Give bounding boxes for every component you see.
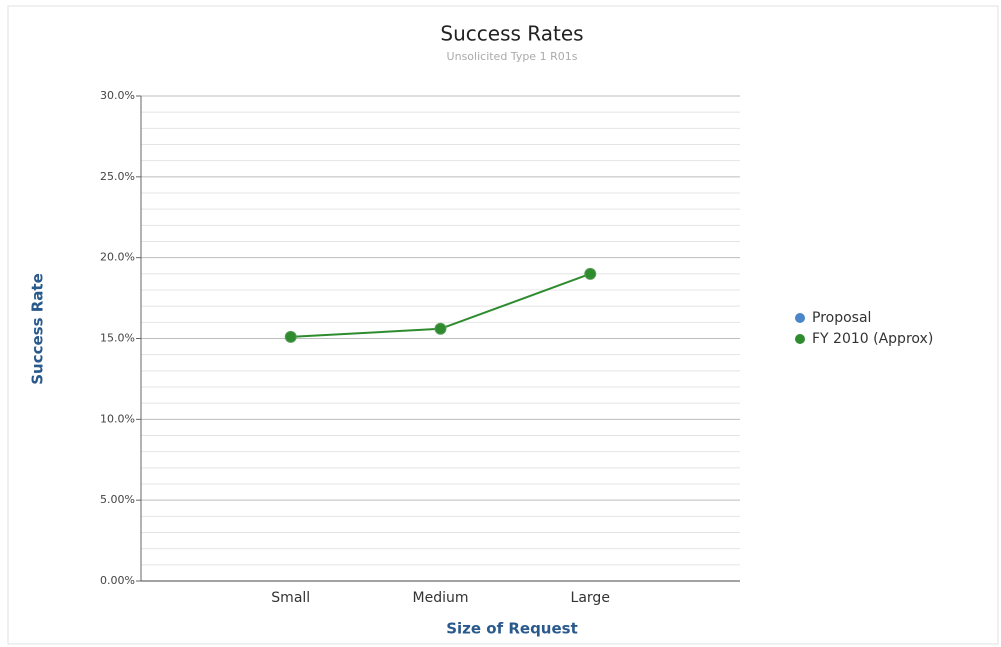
- x-axis-label: Size of Request: [446, 620, 578, 638]
- x-tick-label: Large: [571, 590, 610, 606]
- y-tick-label: 15.0%: [100, 332, 135, 345]
- y-tick-label: 10.0%: [100, 412, 135, 425]
- legend-marker: [795, 334, 805, 344]
- chart-subtitle: Unsolicited Type 1 R01s: [447, 50, 578, 63]
- data-point: [584, 267, 597, 280]
- y-tick-label: 25.0%: [100, 170, 135, 183]
- y-axis-label: Success Rate: [29, 273, 47, 385]
- x-tick-label: Small: [271, 590, 310, 606]
- legend-label: FY 2010 (Approx): [812, 331, 933, 347]
- y-tick-label: 20.0%: [100, 251, 135, 264]
- y-tick-label: 0.00%: [100, 574, 135, 587]
- chart-title: Success Rates: [440, 22, 583, 46]
- data-point: [284, 330, 297, 343]
- legend-marker: [795, 313, 805, 323]
- x-tick-label: Medium: [413, 590, 469, 606]
- y-tick-label: 5.00%: [100, 493, 135, 506]
- legend-label: Proposal: [812, 310, 871, 326]
- y-tick-label: 30.0%: [100, 89, 135, 102]
- data-point: [434, 322, 447, 335]
